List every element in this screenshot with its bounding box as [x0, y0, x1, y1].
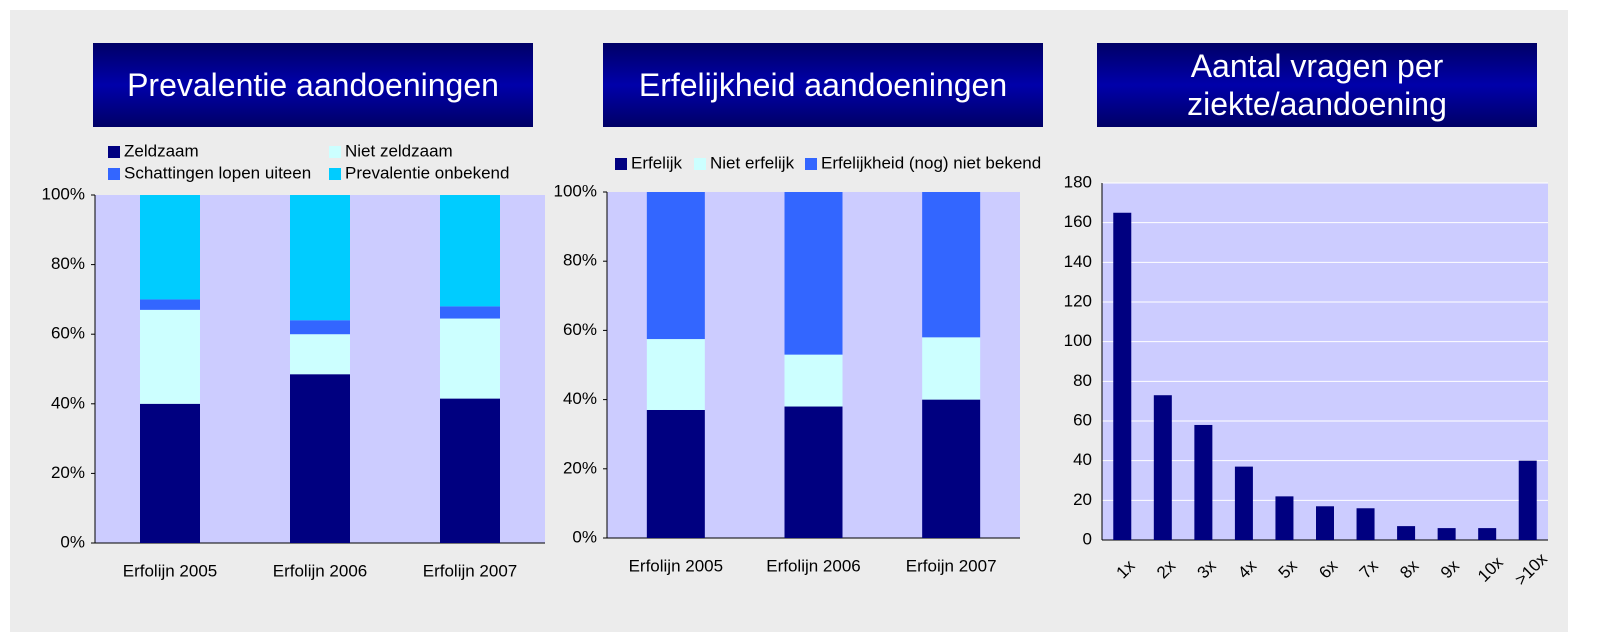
- bar: [1437, 528, 1456, 540]
- bar: [1153, 395, 1172, 540]
- bar-segment: [140, 299, 200, 310]
- x-tick-label: Erfolijn 2005: [629, 556, 724, 575]
- legend-swatch: [108, 168, 120, 180]
- bar: [1275, 496, 1294, 540]
- bar-segment: [140, 195, 200, 300]
- y-tick-label: 0%: [60, 532, 85, 551]
- bar-segment: [784, 406, 843, 538]
- legend-label: Erfelijkheid (nog) niet bekend: [821, 153, 1041, 172]
- x-tick-label: Erfolijn 2006: [766, 556, 861, 575]
- x-tick-label: Erfolijn 2007: [423, 561, 518, 580]
- legend-swatch: [329, 146, 341, 158]
- bar-segment: [290, 374, 350, 543]
- legend-swatch: [615, 158, 627, 170]
- bar-segment: [922, 399, 981, 538]
- y-tick-label: 0%: [572, 527, 597, 546]
- legend-swatch: [108, 146, 120, 158]
- y-tick-label: 80: [1073, 371, 1092, 390]
- y-tick-label: 100%: [554, 181, 597, 200]
- y-tick-label: 40%: [563, 389, 597, 408]
- bar: [1478, 528, 1497, 540]
- bar: [1356, 508, 1375, 540]
- legend-label: Niet zeldzaam: [345, 141, 453, 160]
- legend-label: Zeldzaam: [124, 141, 199, 160]
- legend-label: Prevalentie onbekend: [345, 163, 509, 182]
- y-tick-label: 20%: [51, 463, 85, 482]
- bar-segment: [922, 192, 981, 338]
- bar-segment: [290, 334, 350, 375]
- bar-segment: [646, 192, 705, 340]
- bar-segment: [784, 192, 843, 355]
- y-tick-label: 120: [1064, 291, 1092, 310]
- legend-label: Niet erfelijk: [710, 153, 795, 172]
- y-tick-label: 100%: [42, 184, 85, 203]
- y-tick-label: 80%: [51, 254, 85, 273]
- legend-label: Schattingen lopen uiteen: [124, 163, 311, 182]
- x-tick-label: Erfoijn 2007: [906, 556, 997, 575]
- legend-swatch: [805, 158, 817, 170]
- bar: [1518, 460, 1537, 540]
- bar: [1194, 424, 1213, 540]
- bar: [1113, 212, 1132, 540]
- bar-segment: [290, 320, 350, 335]
- y-tick-label: 60%: [51, 324, 85, 343]
- bar-segment: [784, 354, 843, 407]
- bar-segment: [440, 195, 500, 307]
- x-tick-label: Erfolijn 2005: [123, 561, 218, 580]
- chart-title: Aantal vragen per ziekte/aandoening: [1097, 43, 1537, 127]
- y-tick-label: 160: [1064, 212, 1092, 231]
- legend-swatch: [329, 168, 341, 180]
- bar-segment: [922, 337, 981, 400]
- legend-label: Erfelijk: [631, 153, 683, 172]
- y-tick-label: 40: [1073, 450, 1092, 469]
- bar: [1316, 506, 1334, 540]
- x-tick-label: Erfolijn 2006: [273, 561, 368, 580]
- y-tick-label: 180: [1064, 172, 1092, 191]
- y-tick-label: 0: [1083, 529, 1092, 548]
- bar-segment: [440, 398, 500, 543]
- bar-segment: [646, 409, 705, 538]
- bar-segment: [290, 195, 350, 321]
- bar-segment: [440, 318, 500, 399]
- y-tick-label: 60%: [563, 320, 597, 339]
- y-tick-label: 140: [1064, 252, 1092, 271]
- plot-area: [1102, 183, 1548, 540]
- y-tick-label: 40%: [51, 393, 85, 412]
- bar-segment: [646, 339, 705, 410]
- y-tick-label: 60: [1073, 410, 1092, 429]
- chart-title: Erfelijkheid aandoeningen: [603, 43, 1043, 127]
- chart-title: Prevalentie aandoeningen: [93, 43, 533, 127]
- y-tick-label: 80%: [563, 251, 597, 270]
- legend-swatch: [694, 158, 706, 170]
- bar: [1234, 466, 1253, 540]
- y-tick-label: 20: [1073, 490, 1092, 509]
- bar: [1397, 526, 1416, 540]
- y-tick-label: 20%: [563, 458, 597, 477]
- bar-segment: [140, 309, 200, 404]
- bar-segment: [440, 306, 500, 319]
- bar-segment: [140, 403, 200, 543]
- y-tick-label: 100: [1064, 331, 1092, 350]
